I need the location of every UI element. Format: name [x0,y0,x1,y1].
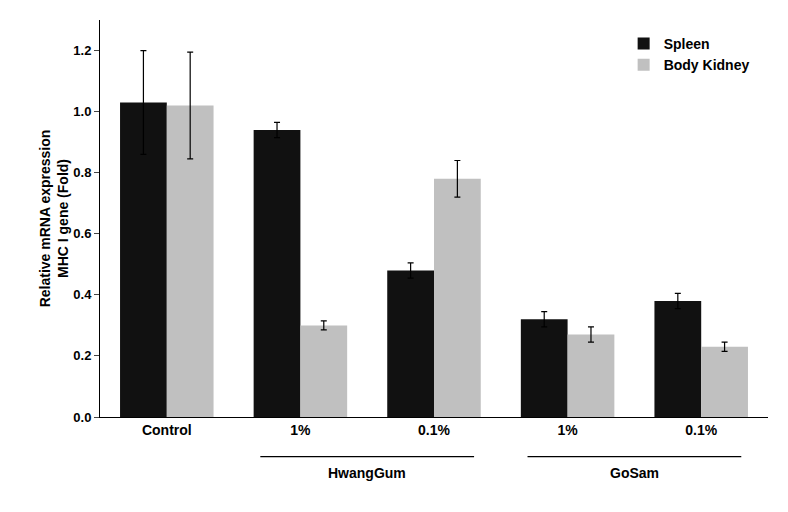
svg-text:1%: 1% [290,422,311,438]
svg-text:Control: Control [142,422,192,438]
svg-text:0.2: 0.2 [73,348,91,363]
svg-text:Body Kidney: Body Kidney [664,57,750,73]
svg-text:0.4: 0.4 [73,287,92,302]
svg-text:1.2: 1.2 [73,43,91,58]
svg-text:0.0: 0.0 [73,410,91,425]
svg-text:0.1%: 0.1% [685,422,717,438]
svg-text:GoSam: GoSam [610,465,659,481]
svg-text:HwangGum: HwangGum [328,465,406,481]
svg-text:1%: 1% [557,422,578,438]
svg-text:Relative mRNA expressionMHC I: Relative mRNA expressionMHC I gene (Fold… [37,130,71,308]
svg-text:1.0: 1.0 [73,104,91,119]
svg-text:0.1%: 0.1% [418,422,450,438]
svg-text:Spleen: Spleen [664,36,710,52]
svg-text:0.8: 0.8 [73,165,91,180]
svg-text:0.6: 0.6 [73,226,91,241]
